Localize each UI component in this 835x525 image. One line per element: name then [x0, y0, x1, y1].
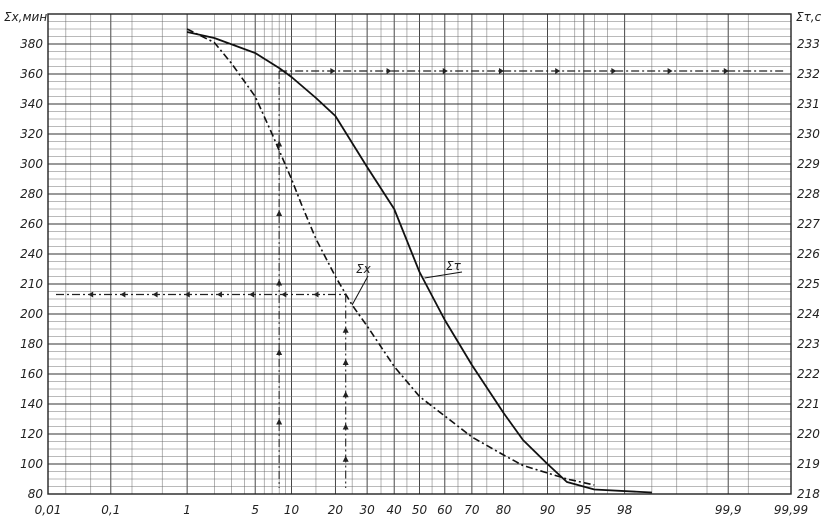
- left-tick-label: 360: [20, 67, 43, 81]
- reference-arrow: [120, 291, 126, 298]
- vertical-guide-arrow: [342, 326, 349, 333]
- right-tick-label: 231: [797, 97, 820, 111]
- x-tick-label: 99,99: [774, 503, 808, 517]
- series-line-tau: [186, 31, 652, 494]
- x-tick-label: 60: [437, 503, 453, 517]
- right-tick-label: 228: [797, 187, 820, 201]
- right-tick-label: 225: [797, 277, 820, 291]
- right-tick-label: 223: [797, 337, 820, 351]
- left-tick-label: 120: [20, 427, 43, 441]
- reference-arrow: [555, 68, 561, 74]
- annotation-leader-x: [351, 275, 369, 306]
- left-axis: 80 100 120 140 160 180 200 210 240 260 280 300 320 34…: [20, 37, 43, 501]
- x-tick-label: 80: [496, 503, 512, 517]
- annotations: Σx Στ: [351, 259, 463, 306]
- x-tick-label: 10: [284, 503, 300, 517]
- x-tick-label: 98: [617, 503, 633, 517]
- left-tick-label: 100: [20, 457, 43, 471]
- reference-arrow: [498, 68, 504, 74]
- right-axis-label: Στ,c: [796, 10, 822, 24]
- reference-arrow: [330, 68, 336, 74]
- x-tick-label: 0,1: [101, 503, 120, 517]
- vertical-guide-arrow: [342, 391, 349, 398]
- left-tick-label: 380: [20, 37, 43, 51]
- right-tick-label: 227: [797, 217, 820, 231]
- left-tick-label: 280: [20, 187, 43, 201]
- vertical-guide-arrow: [342, 423, 349, 430]
- x-axis: 0,01 0,1 1 5 10 20 30 40 50 60 70 80 90 95 98 99,9 99,99: [35, 503, 809, 517]
- vertical-guide-arrow: [342, 359, 349, 365]
- reference-arrow: [442, 68, 448, 74]
- reference-arrow: [152, 291, 158, 298]
- reference-arrow: [216, 291, 222, 298]
- x-tick-label: 50: [412, 503, 428, 517]
- right-tick-label: 233: [797, 37, 820, 51]
- series-layer: [186, 28, 652, 494]
- right-tick-label: 230: [797, 127, 820, 141]
- right-axis: 218 219 220 221 222 223 224 225 226 227 228 229 230 2…: [797, 37, 820, 501]
- x-tick-label: 1: [183, 503, 191, 517]
- annotation-leader-tau: [424, 271, 463, 279]
- reference-arrow: [281, 291, 287, 298]
- plot-frame: [47, 13, 792, 495]
- vertical-guide-arrow: [276, 279, 283, 286]
- annotation-label-tau: Στ: [446, 259, 462, 273]
- left-tick-label: 300: [20, 157, 43, 171]
- reference-arrow: [667, 68, 673, 74]
- x-tick-label: 70: [464, 503, 480, 517]
- right-tick-label: 226: [797, 247, 820, 261]
- left-tick-label: 260: [20, 217, 43, 231]
- vertical-guide-arrow: [276, 349, 283, 355]
- left-tick-label: 160: [20, 367, 43, 381]
- x-tick-label: 95: [576, 503, 591, 517]
- annotation-label-x: Σx: [356, 262, 372, 276]
- reference-lines: [56, 68, 785, 488]
- right-tick-label: 219: [797, 457, 820, 471]
- reference-arrow: [723, 68, 729, 74]
- x-tick-label: 30: [359, 503, 375, 517]
- reference-arrow: [249, 291, 255, 298]
- vertical-guide-arrow: [276, 418, 283, 425]
- left-tick-label: 340: [20, 97, 43, 111]
- left-tick-label: 80: [28, 487, 44, 501]
- right-tick-label: 224: [797, 307, 820, 321]
- series-line-x: [186, 28, 595, 486]
- x-tick-label: 40: [387, 503, 403, 517]
- vertical-guide-arrow: [342, 455, 349, 462]
- x-tick-label: 0,01: [35, 503, 62, 517]
- right-tick-label: 232: [797, 67, 820, 81]
- right-tick-label: 221: [797, 397, 820, 411]
- right-tick-label: 229: [797, 157, 820, 171]
- reference-arrow: [611, 68, 617, 74]
- left-tick-label: 140: [20, 397, 43, 411]
- vertical-guide-arrow: [276, 210, 283, 216]
- left-axis-label: Σx,мин: [4, 10, 47, 24]
- left-tick-label: 240: [20, 247, 43, 261]
- x-tick-label: 90: [540, 503, 556, 517]
- left-tick-label: 180: [20, 337, 43, 351]
- reference-arrow: [88, 291, 94, 298]
- reference-arrow: [386, 68, 392, 74]
- left-tick-label: 210: [20, 277, 43, 291]
- x-tick-label: 99,9: [715, 503, 742, 517]
- x-tick-label: 5: [251, 503, 259, 517]
- reference-arrow: [184, 291, 190, 298]
- right-tick-label: 218: [797, 487, 820, 501]
- x-tick-label: 20: [328, 503, 344, 517]
- reference-arrow: [313, 291, 319, 298]
- right-tick-label: 220: [797, 427, 820, 441]
- right-tick-label: 222: [797, 367, 820, 381]
- left-tick-label: 200: [20, 307, 43, 321]
- left-tick-label: 320: [20, 127, 43, 141]
